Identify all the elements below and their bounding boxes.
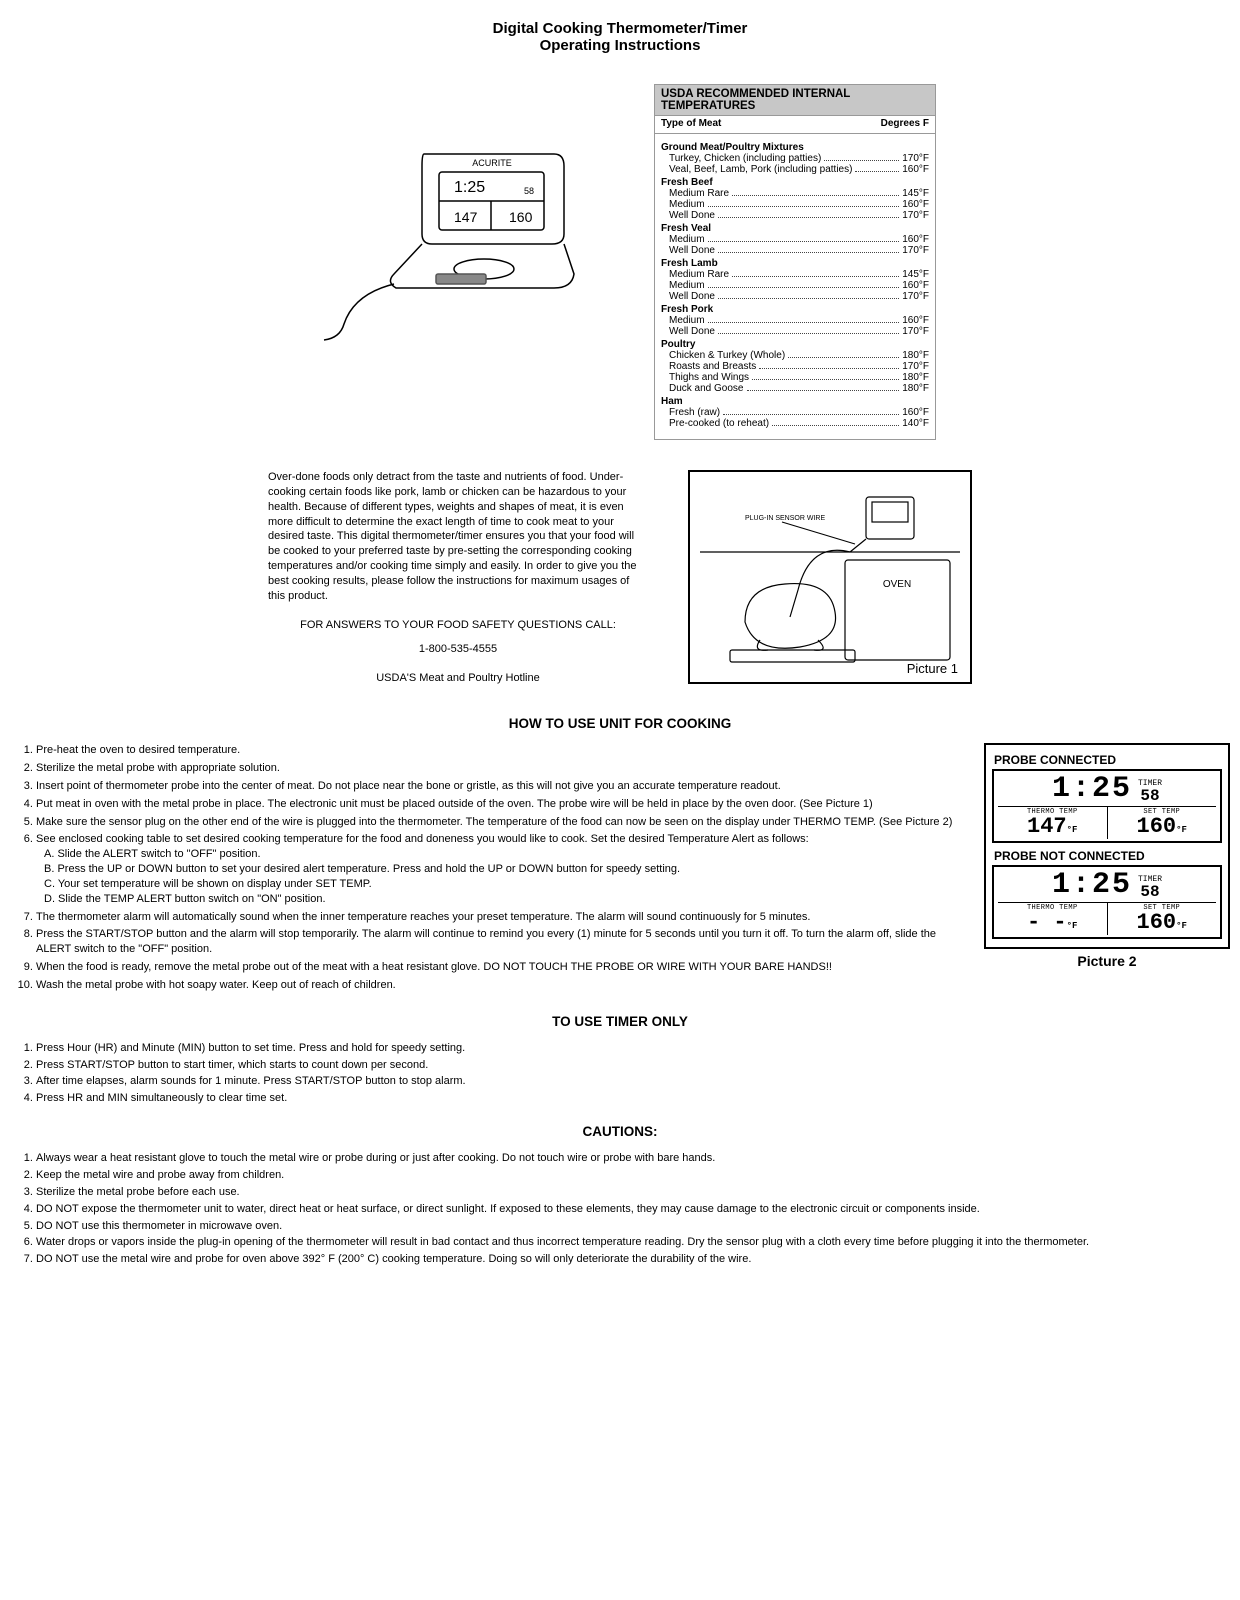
usda-row: Fresh (raw)160°F <box>669 407 929 418</box>
usda-group: Fresh Beef <box>661 177 929 188</box>
caution-step: DO NOT expose the thermometer unit to wa… <box>36 1202 1230 1217</box>
caution-step: Sterilize the metal probe before each us… <box>36 1185 1230 1200</box>
usda-row: Well Done170°F <box>669 326 929 337</box>
caution-step: DO NOT use the metal wire and probe for … <box>36 1252 1230 1267</box>
usda-row: Medium160°F <box>669 315 929 326</box>
cook-step: Make sure the sensor plug on the other e… <box>36 815 964 830</box>
usda-row: Duck and Goose180°F <box>669 383 929 394</box>
cook-step: Wash the metal probe with hot soapy wate… <box>36 978 964 993</box>
caution-step: Keep the metal wire and probe away from … <box>36 1168 1230 1183</box>
picture1-caption: Picture 1 <box>907 661 958 676</box>
svg-text:160: 160 <box>509 209 533 225</box>
usda-row: Pre-cooked (to reheat)140°F <box>669 418 929 429</box>
svg-text:OVEN: OVEN <box>883 579 911 590</box>
cook-substep: B. Press the UP or DOWN button to set yo… <box>44 862 964 877</box>
thermo-val: 147 <box>1027 814 1067 839</box>
usda-group: Fresh Lamb <box>661 258 929 269</box>
usda-table: USDA RECOMMENDED INTERNAL TEMPERATURES T… <box>654 84 936 440</box>
svg-text:58: 58 <box>524 186 534 196</box>
usda-row: Thighs and Wings180°F <box>669 372 929 383</box>
phone-number: 1-800-535-4555 <box>268 642 648 657</box>
usda-group: Poultry <box>661 339 929 350</box>
probe-not-connected-label: PROBE NOT CONNECTED <box>994 849 1222 863</box>
caution-step: Always wear a heat resistant glove to to… <box>36 1151 1230 1166</box>
hotline-label: USDA'S Meat and Poultry Hotline <box>268 671 648 686</box>
usda-group: Fresh Veal <box>661 223 929 234</box>
timer-step: Press START/STOP button to start timer, … <box>36 1058 1230 1073</box>
title-line2: Operating Instructions <box>10 37 1230 54</box>
brand-label: ACURITE <box>472 158 512 168</box>
usda-row: Well Done170°F <box>669 245 929 256</box>
lcd-timer-sec: 58 <box>1138 788 1162 804</box>
usda-row: Roasts and Breasts170°F <box>669 361 929 372</box>
usda-row: Turkey, Chicken (including patties)170°F <box>669 153 929 164</box>
timer-step: Press HR and MIN simultaneously to clear… <box>36 1091 1230 1106</box>
top-row: ACURITE 1:25 58 147 160 USDA RECOMMENDED… <box>10 84 1230 440</box>
title-block: Digital Cooking Thermometer/Timer Operat… <box>10 20 1230 54</box>
usda-header: USDA RECOMMENDED INTERNAL TEMPERATURES <box>655 85 935 116</box>
call-label: FOR ANSWERS TO YOUR FOOD SAFETY QUESTION… <box>268 618 648 633</box>
cook-step: Put meat in oven with the metal probe in… <box>36 797 964 812</box>
cook-step: Press the START/STOP button and the alar… <box>36 927 964 957</box>
lcd-connected: 1:25 TIMER 58 THERMO TEMP 147°F SET TEMP… <box>992 769 1222 843</box>
cook-step: Insert point of thermometer probe into t… <box>36 779 964 794</box>
intro-column: Over-done foods only detract from the ta… <box>268 470 648 686</box>
usda-group: Ham <box>661 396 929 407</box>
cook-steps: Pre-heat the oven to desired temperature… <box>10 743 964 996</box>
thermo-val-na: - - <box>1027 910 1067 935</box>
lcd-not-connected: 1:25 TIMER 58 THERMO TEMP - -°F SET TEMP… <box>992 865 1222 939</box>
intro-paragraph: Over-done foods only detract from the ta… <box>268 470 648 604</box>
cautions-steps: Always wear a heat resistant glove to to… <box>10 1151 1230 1267</box>
usda-columns: Type of Meat Degrees F <box>655 116 935 134</box>
usda-row: Veal, Beef, Lamb, Pork (including pattie… <box>669 164 929 175</box>
caution-step: Water drops or vapors inside the plug-in… <box>36 1235 1230 1250</box>
timer-step: After time elapses, alarm sounds for 1 m… <box>36 1074 1230 1089</box>
usda-row: Chicken & Turkey (Whole)180°F <box>669 350 929 361</box>
picture2-caption: Picture 2 <box>984 953 1230 969</box>
usda-group: Ground Meat/Poultry Mixtures <box>661 142 929 153</box>
cook-step: When the food is ready, remove the metal… <box>36 960 964 975</box>
cook-substep: C. Your set temperature will be shown on… <box>44 877 964 892</box>
svg-text:PLUG-IN SENSOR WIRE: PLUG-IN SENSOR WIRE <box>745 515 825 522</box>
svg-text:1:25: 1:25 <box>454 179 485 196</box>
usda-body: Ground Meat/Poultry MixturesTurkey, Chic… <box>655 134 935 439</box>
mid-row: Over-done foods only detract from the ta… <box>10 470 1230 686</box>
usda-row: Medium Rare145°F <box>669 188 929 199</box>
caution-step: DO NOT use this thermometer in microwave… <box>36 1219 1230 1234</box>
set-val: 160 <box>1137 814 1177 839</box>
cook-substep: A. Slide the ALERT switch to "OFF" posit… <box>44 847 964 862</box>
cook-row: Pre-heat the oven to desired temperature… <box>10 743 1230 996</box>
device-drawing: ACURITE 1:25 58 147 160 <box>304 84 624 377</box>
lcd-time: 1:25 <box>1052 774 1132 804</box>
usda-row: Medium Rare145°F <box>669 269 929 280</box>
usda-col-meat: Type of Meat <box>661 118 721 129</box>
timer-step: Press Hour (HR) and Minute (MIN) button … <box>36 1041 1230 1056</box>
timer-heading: TO USE TIMER ONLY <box>10 1014 1230 1029</box>
usda-row: Well Done170°F <box>669 210 929 221</box>
picture2-wrapper: PROBE CONNECTED 1:25 TIMER 58 THERMO TEM… <box>984 743 1230 969</box>
svg-text:147: 147 <box>454 209 478 225</box>
cook-step: Pre-heat the oven to desired temperature… <box>36 743 964 758</box>
cook-step: See enclosed cooking table to set desire… <box>36 832 964 906</box>
probe-connected-label: PROBE CONNECTED <box>994 753 1222 767</box>
title-line1: Digital Cooking Thermometer/Timer <box>10 20 1230 37</box>
picture1: PLUG-IN SENSOR WIRE OVEN Picture 1 <box>688 470 972 684</box>
usda-row: Well Done170°F <box>669 291 929 302</box>
usda-row: Medium160°F <box>669 280 929 291</box>
usda-row: Medium160°F <box>669 234 929 245</box>
cautions-heading: CAUTIONS: <box>10 1124 1230 1139</box>
cook-step: Sterilize the metal probe with appropria… <box>36 761 964 776</box>
cook-substep: D. Slide the TEMP ALERT button switch on… <box>44 892 964 907</box>
cook-heading: HOW TO USE UNIT FOR COOKING <box>10 716 1230 731</box>
timer-steps: Press Hour (HR) and Minute (MIN) button … <box>10 1041 1230 1106</box>
usda-row: Medium160°F <box>669 199 929 210</box>
usda-col-deg: Degrees F <box>881 118 929 129</box>
picture2: PROBE CONNECTED 1:25 TIMER 58 THERMO TEM… <box>984 743 1230 949</box>
usda-group: Fresh Pork <box>661 304 929 315</box>
cook-step: The thermometer alarm will automatically… <box>36 910 964 925</box>
